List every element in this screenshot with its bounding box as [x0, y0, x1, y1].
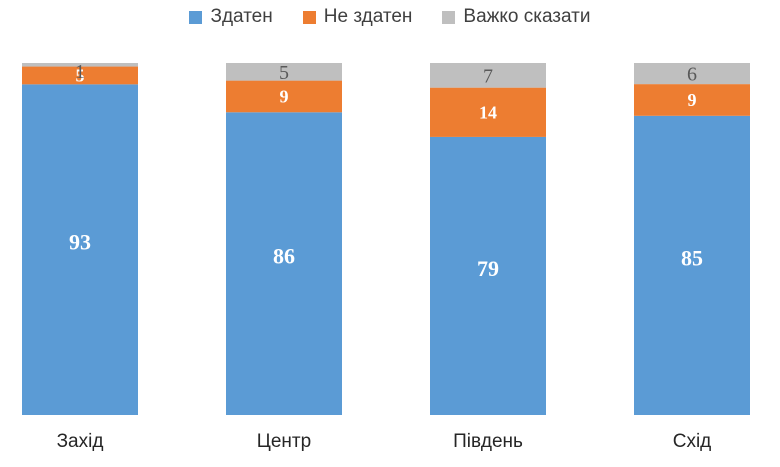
- legend-swatch-zdaten: [189, 10, 203, 24]
- data-label-zdaten-1: 86: [273, 244, 295, 269]
- bar-ne-zdaten-2: [430, 87, 546, 137]
- bar-zdaten-1: [226, 112, 342, 415]
- data-label-ne-zdaten-2: 14: [479, 102, 497, 122]
- category-label-1: Центр: [257, 431, 311, 452]
- data-label-ne-zdaten-3: 9: [688, 90, 697, 110]
- data-label-vazhko-2: 7: [483, 65, 493, 87]
- data-label-zdaten-0: 93: [69, 230, 91, 255]
- data-label-ne-zdaten-1: 9: [280, 86, 289, 106]
- bar-ne-zdaten-3: [634, 84, 750, 116]
- bar-vazhko-1: [226, 63, 342, 81]
- category-label-3: Схід: [673, 431, 712, 452]
- data-label-ne-zdaten-0: 5: [76, 65, 85, 85]
- legend-swatch-ne-zdaten: [302, 10, 316, 24]
- data-label-zdaten-2: 79: [477, 256, 499, 281]
- data-label-vazhko-3: 6: [687, 64, 697, 86]
- legend-item-ne-zdaten: Не здатен: [302, 6, 413, 28]
- bar-vazhko-2: [430, 63, 546, 88]
- bar-vazhko-3: [634, 63, 750, 85]
- bar-ne-zdaten-1: [226, 80, 342, 113]
- bar-ne-zdaten-0: [22, 66, 138, 85]
- category-label-0: Захід: [57, 431, 104, 452]
- legend-item-zdaten: Здатен: [189, 6, 273, 28]
- legend-label-ne-zdaten: Не здатен: [323, 6, 413, 27]
- legend-item-vazhko: Важко сказати: [442, 6, 591, 28]
- legend: Здатен Не здатен Важко сказати: [0, 6, 780, 28]
- category-label-2: Південь: [453, 431, 523, 452]
- legend-swatch-vazhko: [442, 10, 456, 24]
- legend-label-vazhko: Важко сказати: [463, 6, 591, 27]
- data-label-zdaten-3: 85: [681, 245, 703, 270]
- data-label-vazhko-1: 5: [279, 62, 289, 84]
- bar-zdaten-2: [430, 136, 546, 416]
- legend-label-zdaten: Здатен: [210, 6, 273, 27]
- bar-zdaten-3: [634, 115, 750, 416]
- bar-zdaten-0: [22, 84, 138, 415]
- bar-vazhko-0: [22, 63, 138, 67]
- data-label-vazhko-0: 1: [75, 61, 85, 83]
